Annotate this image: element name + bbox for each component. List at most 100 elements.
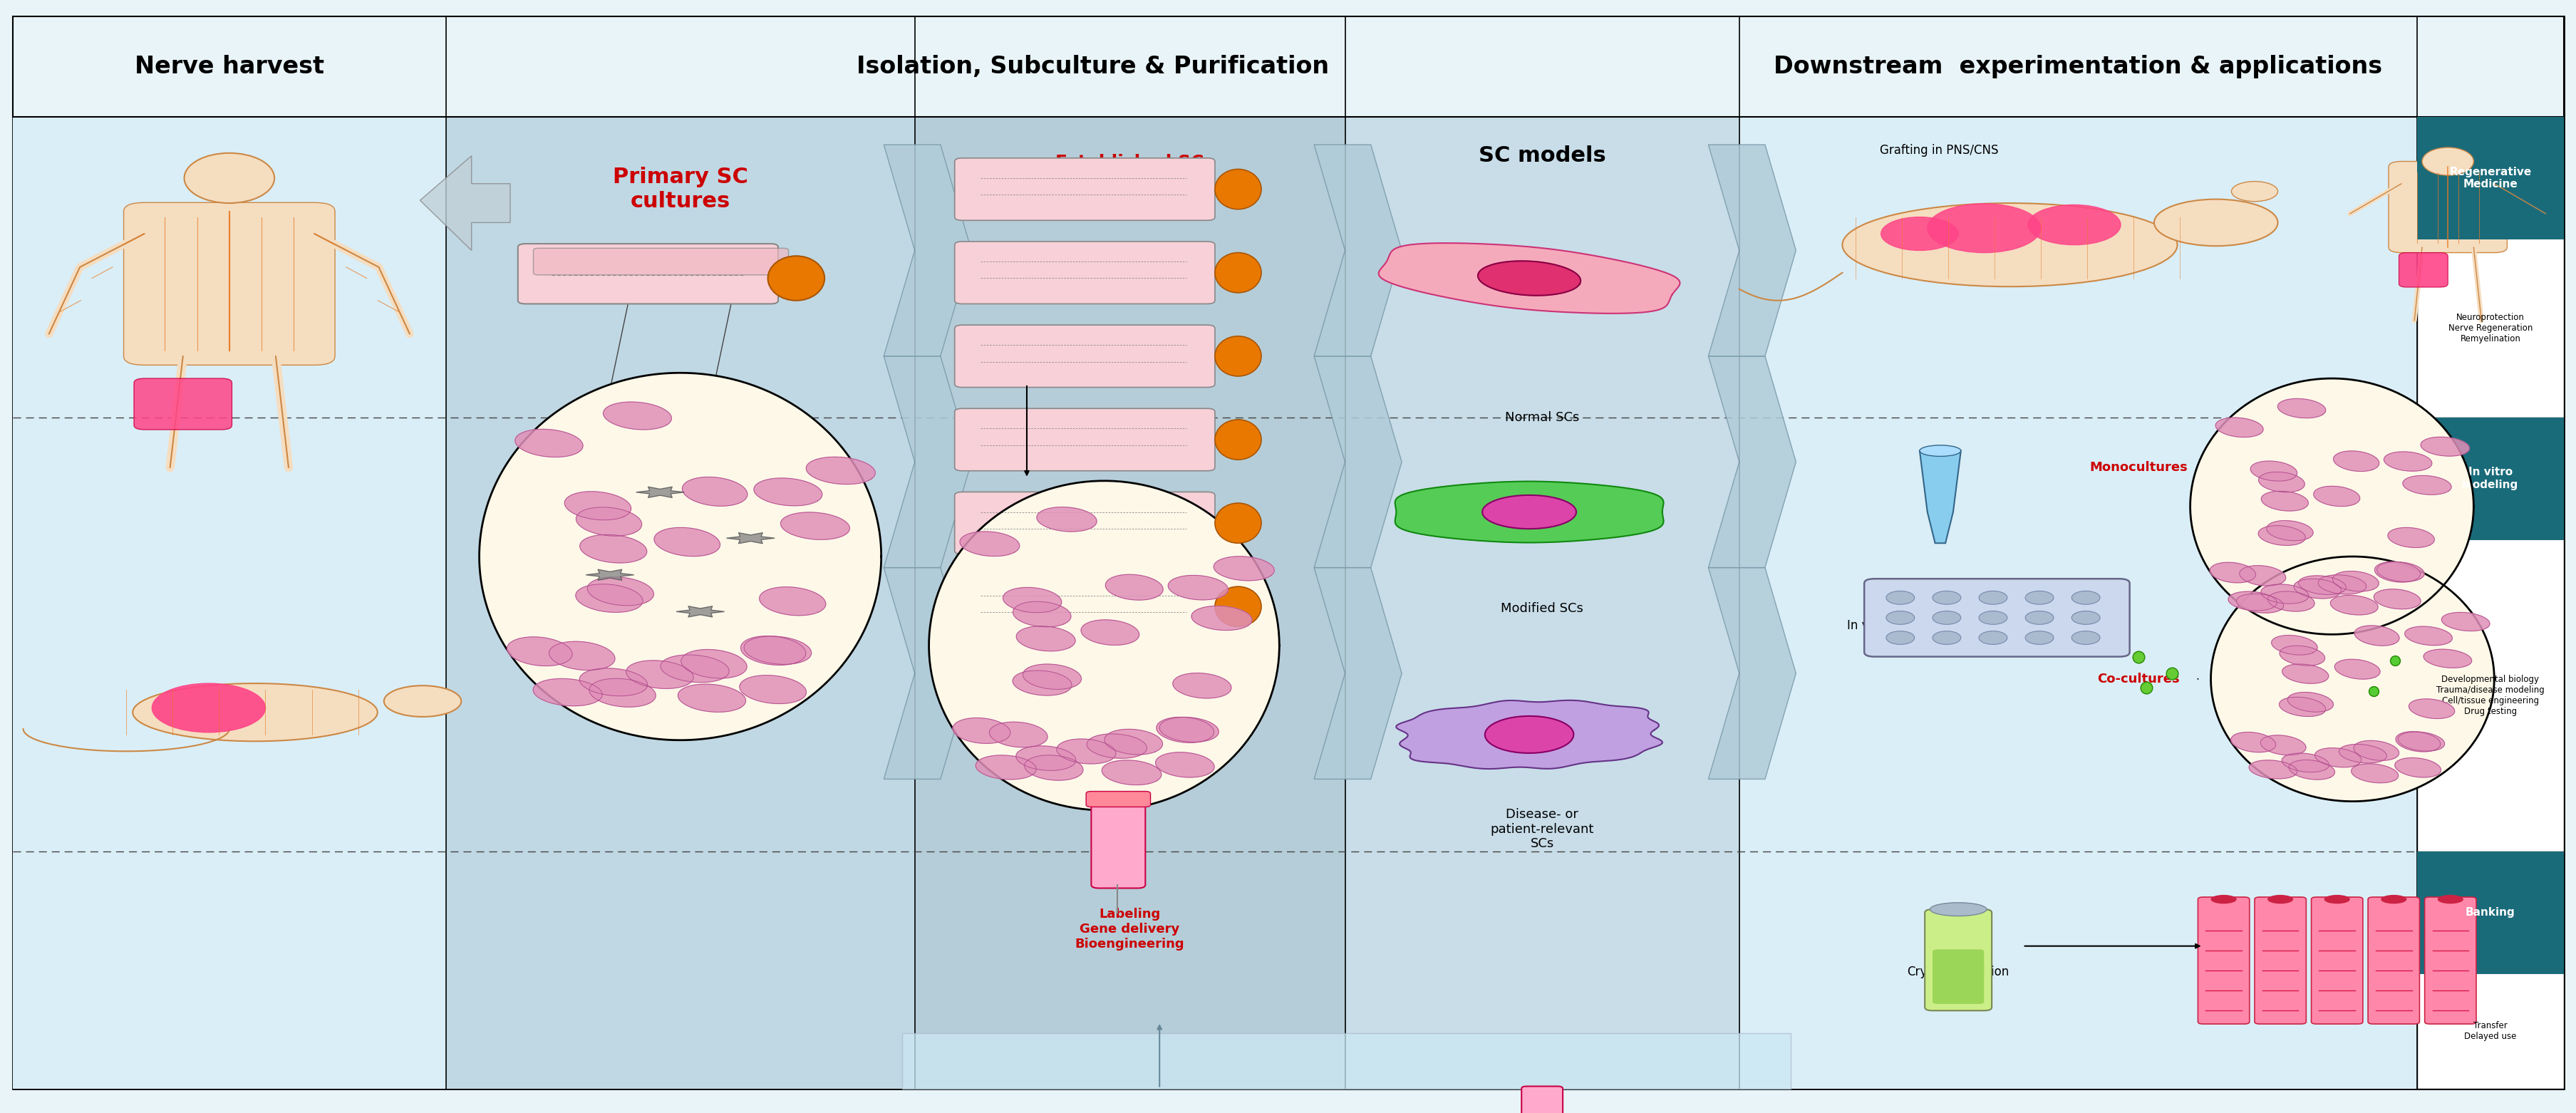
Ellipse shape <box>2210 895 2236 904</box>
Polygon shape <box>2313 748 2360 767</box>
Text: Nerve harvest: Nerve harvest <box>134 55 325 79</box>
Polygon shape <box>2334 659 2380 679</box>
Polygon shape <box>1025 756 1082 780</box>
Ellipse shape <box>1919 445 1960 456</box>
Polygon shape <box>549 641 616 670</box>
Polygon shape <box>1167 575 1229 600</box>
FancyBboxPatch shape <box>2367 897 2419 1024</box>
Ellipse shape <box>2421 147 2473 176</box>
Polygon shape <box>1082 620 1139 646</box>
Polygon shape <box>1105 574 1162 600</box>
Ellipse shape <box>2071 591 2099 604</box>
FancyBboxPatch shape <box>1932 949 1984 1004</box>
Polygon shape <box>2388 528 2434 548</box>
FancyBboxPatch shape <box>134 378 232 430</box>
Polygon shape <box>2383 452 2432 471</box>
Polygon shape <box>2396 731 2439 751</box>
Polygon shape <box>533 679 603 706</box>
Polygon shape <box>564 492 631 520</box>
Polygon shape <box>2277 398 2326 418</box>
Polygon shape <box>739 636 806 666</box>
Text: Developmental biology
Trauma/disease modeling
Cell/tissue engineering
Drug testi: Developmental biology Trauma/disease mod… <box>2437 674 2543 717</box>
Polygon shape <box>590 679 654 707</box>
Polygon shape <box>2354 626 2398 646</box>
FancyBboxPatch shape <box>124 203 335 365</box>
Polygon shape <box>2259 472 2303 492</box>
Polygon shape <box>2262 491 2308 511</box>
Polygon shape <box>2282 664 2329 683</box>
Polygon shape <box>1015 627 1074 651</box>
Polygon shape <box>680 650 747 678</box>
Ellipse shape <box>2154 199 2277 246</box>
Text: Primary SC
cultures: Primary SC cultures <box>613 167 747 211</box>
FancyBboxPatch shape <box>2416 417 2563 540</box>
Polygon shape <box>1396 700 1662 769</box>
Ellipse shape <box>2324 895 2349 904</box>
Polygon shape <box>2339 745 2385 764</box>
Text: Co-cultures: Co-cultures <box>2097 672 2179 686</box>
Polygon shape <box>1172 673 1231 698</box>
Ellipse shape <box>1978 611 2007 624</box>
FancyBboxPatch shape <box>953 575 1216 638</box>
Polygon shape <box>953 718 1010 743</box>
Polygon shape <box>1378 243 1680 314</box>
Polygon shape <box>580 668 647 696</box>
FancyBboxPatch shape <box>1924 909 1991 1011</box>
Polygon shape <box>930 481 1280 810</box>
Ellipse shape <box>2025 611 2053 624</box>
Text: In vitro
modeling: In vitro modeling <box>2463 467 2517 490</box>
Polygon shape <box>2249 760 2298 779</box>
Ellipse shape <box>384 686 461 717</box>
Polygon shape <box>884 145 971 356</box>
Polygon shape <box>2259 584 2308 603</box>
Ellipse shape <box>1216 253 1262 293</box>
Text: Regenerative
Medicine: Regenerative Medicine <box>2450 167 2530 189</box>
Ellipse shape <box>1216 503 1262 543</box>
FancyBboxPatch shape <box>2416 117 2563 239</box>
Polygon shape <box>2280 697 2326 717</box>
Ellipse shape <box>1886 611 1914 624</box>
Polygon shape <box>2393 758 2439 777</box>
Polygon shape <box>1157 717 1213 742</box>
Ellipse shape <box>2231 181 2277 201</box>
Ellipse shape <box>1842 203 2177 286</box>
Polygon shape <box>1481 495 1577 529</box>
Polygon shape <box>574 584 641 612</box>
Polygon shape <box>515 430 582 457</box>
Polygon shape <box>781 512 850 540</box>
Ellipse shape <box>2025 591 2053 604</box>
FancyBboxPatch shape <box>1522 1086 1561 1113</box>
Polygon shape <box>654 528 719 556</box>
FancyBboxPatch shape <box>953 408 1216 471</box>
Polygon shape <box>2228 591 2277 611</box>
Polygon shape <box>2215 417 2262 437</box>
Polygon shape <box>1394 482 1664 542</box>
Polygon shape <box>585 570 634 580</box>
Polygon shape <box>2318 575 2365 594</box>
FancyBboxPatch shape <box>914 17 1345 1089</box>
Circle shape <box>152 683 265 732</box>
Polygon shape <box>1105 729 1162 755</box>
Polygon shape <box>2409 699 2455 719</box>
Polygon shape <box>420 156 510 250</box>
Ellipse shape <box>1932 591 1960 604</box>
Text: Grafting in PNS/CNS: Grafting in PNS/CNS <box>1878 144 1999 157</box>
Polygon shape <box>884 356 971 568</box>
Ellipse shape <box>1216 169 1262 209</box>
Text: Banking: Banking <box>2465 907 2514 918</box>
FancyBboxPatch shape <box>1092 798 1146 888</box>
Polygon shape <box>976 756 1036 779</box>
Polygon shape <box>1190 605 1252 630</box>
FancyBboxPatch shape <box>13 17 446 1089</box>
FancyBboxPatch shape <box>2311 897 2362 1024</box>
FancyBboxPatch shape <box>2398 253 2447 287</box>
Polygon shape <box>2352 764 2398 782</box>
FancyBboxPatch shape <box>2416 851 2563 974</box>
FancyBboxPatch shape <box>1345 17 1739 1089</box>
Polygon shape <box>580 534 647 563</box>
Polygon shape <box>1002 588 1061 612</box>
FancyBboxPatch shape <box>2388 161 2506 253</box>
Text: Disease- or
patient-relevant
SCs: Disease- or patient-relevant SCs <box>1489 808 1595 850</box>
Text: Downstream  experimentation & applications: Downstream experimentation & application… <box>1772 55 2383 79</box>
FancyBboxPatch shape <box>533 248 788 275</box>
